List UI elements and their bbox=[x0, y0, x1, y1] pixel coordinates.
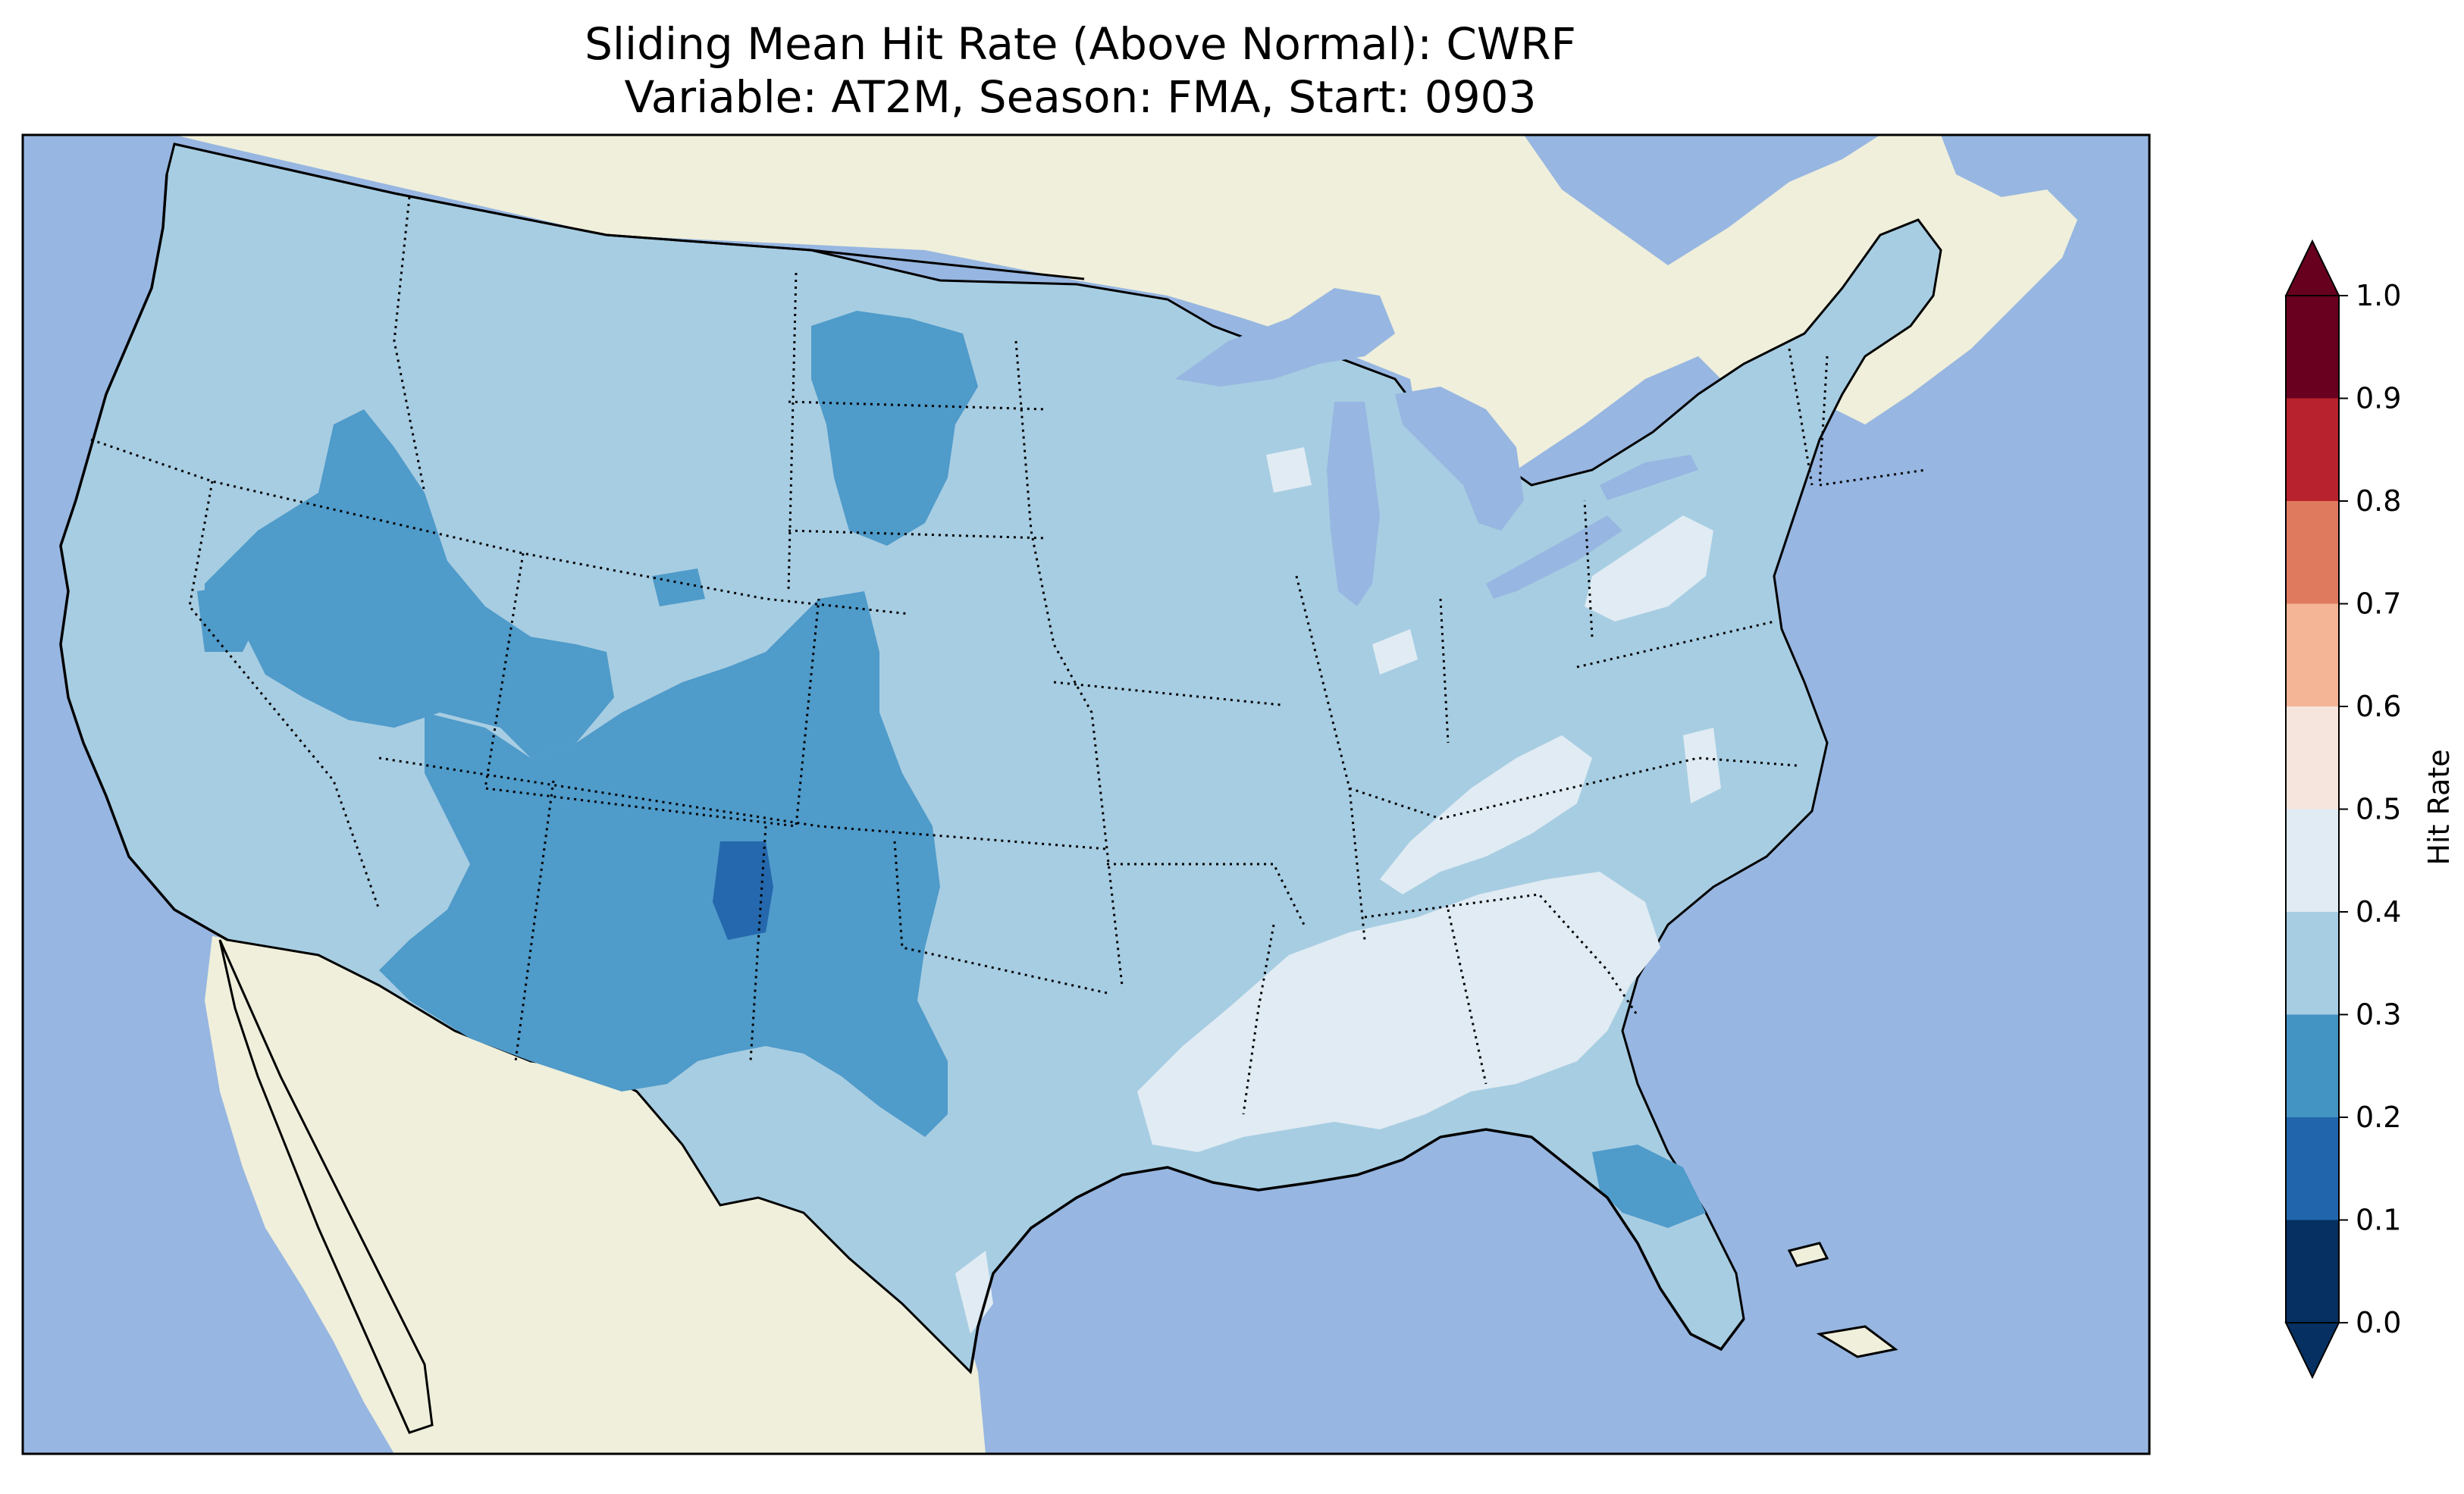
region-great-basin bbox=[205, 409, 614, 758]
region-wyoming-spot bbox=[652, 568, 705, 606]
colorbar-bin-0.0-0.1 bbox=[2286, 1220, 2339, 1323]
title-line-1: Sliding Mean Hit Rate (Above Normal): CW… bbox=[585, 18, 1576, 70]
region-north-dakota bbox=[811, 311, 978, 546]
colorbar-bin-0.2-0.3 bbox=[2286, 1014, 2339, 1117]
colorbar-tick-label: 0.9 bbox=[2356, 382, 2401, 415]
colorbar-bin-0.6-0.7 bbox=[2286, 603, 2339, 706]
colorbar-bin-0.5-0.6 bbox=[2286, 706, 2339, 810]
region-nw-nevada bbox=[197, 584, 258, 652]
colorbar-bin-0.9-1.0 bbox=[2286, 296, 2339, 399]
lake-ontario bbox=[1600, 455, 1698, 500]
colorbar-tick-label: 0.5 bbox=[2356, 793, 2401, 826]
canada-land bbox=[174, 135, 2077, 561]
region-pennsylvania bbox=[1585, 515, 1713, 622]
colorbar-extend-min bbox=[2284, 1322, 2340, 1380]
colorbar-tick-label: 0.4 bbox=[2356, 895, 2401, 929]
region-appalachians bbox=[1380, 735, 1592, 894]
colorbar-label: Hit Rate bbox=[2422, 749, 2456, 865]
region-virginia-spot bbox=[1683, 728, 1721, 803]
colorbar-extend-max bbox=[2284, 239, 2340, 296]
region-wisconsin-spot bbox=[1266, 447, 1312, 493]
colorbar-bin-0.3-0.4 bbox=[2286, 912, 2339, 1015]
gulf-coast bbox=[969, 1128, 1745, 1373]
state-borders bbox=[90, 196, 1926, 1115]
lake-michigan bbox=[1327, 402, 1380, 606]
region-indiana-spot bbox=[1372, 629, 1418, 675]
baja-california bbox=[218, 939, 434, 1434]
lake-huron bbox=[1395, 387, 1524, 531]
colorbar-tick-label: 0.7 bbox=[2356, 587, 2401, 621]
colorbar-tick-label: 0.1 bbox=[2356, 1204, 2401, 1237]
lake-erie bbox=[1486, 515, 1622, 599]
pacific-coast bbox=[59, 174, 228, 941]
us-canada-border bbox=[174, 143, 1085, 280]
title-line-2: Variable: AT2M, Season: FMA, Start: 0903 bbox=[625, 71, 1537, 123]
region-north-florida bbox=[1592, 1145, 1706, 1228]
colorbar-tick-label: 0.0 bbox=[2356, 1306, 2401, 1339]
map-frame bbox=[21, 133, 2151, 1455]
colorbar-tick-label: 0.8 bbox=[2356, 484, 2401, 518]
colorbar-bin-0.8-0.9 bbox=[2286, 398, 2339, 501]
region-southeast bbox=[1137, 872, 1660, 1152]
colorbar: 0.0 0.1 0.2 0.3 0.4 0.5 0.6 0.7 0.8 0.9 1.0 bbox=[2284, 239, 2401, 1380]
bahamas bbox=[1787, 1242, 1829, 1267]
map-area bbox=[23, 135, 2149, 1454]
lake-superior bbox=[1175, 288, 1395, 387]
cuba bbox=[1816, 1325, 1898, 1358]
colorbar-tick-label: 0.3 bbox=[2356, 998, 2401, 1032]
colorbar-tick-label: 1.0 bbox=[2356, 279, 2401, 312]
region-ne-new-mexico bbox=[713, 841, 773, 940]
colorbar-bin-0.7-0.8 bbox=[2286, 501, 2339, 604]
region-texas-coast bbox=[955, 1251, 993, 1334]
colorbar-bin-0.1-0.2 bbox=[2286, 1117, 2339, 1220]
colorbar-tick-label: 0.2 bbox=[2356, 1101, 2401, 1134]
colorbar-tick-label: 0.6 bbox=[2356, 690, 2401, 723]
colorbar-bin-0.4-0.5 bbox=[2286, 809, 2339, 912]
